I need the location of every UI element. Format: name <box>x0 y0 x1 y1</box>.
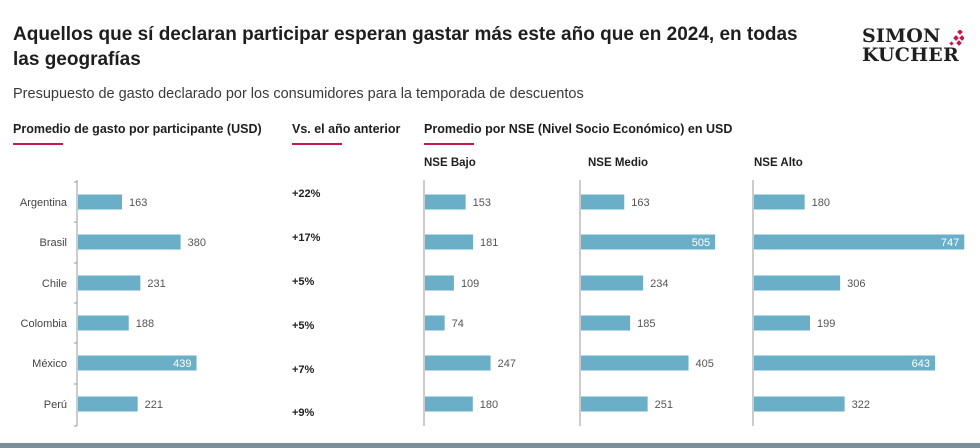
nse-heading-alto: NSE Alto <box>754 157 803 169</box>
nse-medio-value-label: 251 <box>655 399 673 411</box>
vs-prev-year-value: +5% <box>292 320 315 332</box>
nse-bajo-value-label: 180 <box>480 399 498 411</box>
avg-spend-bar <box>78 194 123 210</box>
section-underline <box>13 143 63 145</box>
avg-spend-bar <box>78 275 141 291</box>
section-underline <box>292 143 342 145</box>
nse-bajo-bar <box>425 315 445 331</box>
avg-spend-category-label: Argentina <box>20 197 68 209</box>
avg-spend-category-label: Perú <box>44 399 67 411</box>
vs-prev-year-value: +22% <box>292 188 321 200</box>
avg-spend-value-label: 439 <box>173 358 191 370</box>
nse-bajo-bar <box>425 396 473 412</box>
avg-spend-bar <box>78 355 197 371</box>
avg-spend-bar <box>78 234 181 250</box>
avg-spend-category-label: Colombia <box>21 318 68 330</box>
avg-spend-value-label: 380 <box>188 237 206 249</box>
nse-heading-bajo: NSE Bajo <box>424 157 476 169</box>
nse-bajo-value-label: 153 <box>473 197 491 209</box>
vs-prev-year-value: +7% <box>292 364 315 376</box>
avg-spend-bar <box>78 315 129 331</box>
nse-medio-value-label: 185 <box>637 318 655 330</box>
page-subtitle: Presupuesto de gasto declarado por los c… <box>13 86 584 102</box>
section-heading-by-nse: Promedio por NSE (Nivel Socio Económico)… <box>424 122 733 136</box>
nse-medio-bar <box>581 355 689 371</box>
nse-alto-bar <box>754 315 811 331</box>
logo-line-2: KUCHER <box>862 44 959 66</box>
simon-kucher-logo: SIMON KUCHER <box>862 25 964 66</box>
section-underline <box>424 143 474 145</box>
nse-bajo-bar <box>425 355 491 371</box>
vs-prev-year-value: +5% <box>292 276 315 288</box>
nse-alto-value-label: 199 <box>817 318 835 330</box>
nse-bajo-value-label: 109 <box>461 278 479 290</box>
nse-bajo-value-label: 74 <box>452 318 464 330</box>
nse-medio-value-label: 405 <box>696 358 714 370</box>
vs-prev-year-value: +17% <box>292 232 321 244</box>
logo-line-1: SIMON <box>862 25 941 47</box>
nse-alto-bar <box>754 275 841 291</box>
nse-alto-value-label: 643 <box>912 358 930 370</box>
nse-medio-bar <box>581 194 625 210</box>
avg-spend-category-label: Chile <box>42 278 67 290</box>
nse-alto-bar <box>754 194 805 210</box>
nse-alto-value-label: 322 <box>852 399 870 411</box>
section-heading-avg-spend: Promedio de gasto por participante (USD) <box>13 122 262 136</box>
avg-spend-value-label: 188 <box>136 318 154 330</box>
nse-bajo-value-label: 181 <box>480 237 498 249</box>
nse-heading-medio: NSE Medio <box>588 157 649 169</box>
nse-bajo-bar <box>425 275 454 291</box>
avg-spend-bar <box>78 396 138 412</box>
nse-bajo-bar <box>425 234 474 250</box>
avg-spend-value-label: 231 <box>147 278 165 290</box>
avg-spend-value-label: 221 <box>145 399 163 411</box>
nse-medio-bar <box>581 275 644 291</box>
nse-medio-bar <box>581 234 716 250</box>
footer-bar <box>0 443 980 448</box>
logo-dots-icon <box>949 30 964 46</box>
nse-alto-value-label: 306 <box>847 278 865 290</box>
nse-medio-value-label: 505 <box>692 237 710 249</box>
nse-alto-bar <box>754 234 965 250</box>
nse-alto-value-label: 747 <box>941 237 959 249</box>
nse-medio-value-label: 163 <box>631 197 649 209</box>
nse-medio-bar <box>581 315 631 331</box>
nse-medio-value-label: 234 <box>650 278 668 290</box>
vs-prev-year-value: +9% <box>292 407 315 419</box>
avg-spend-category-label: México <box>32 358 67 370</box>
nse-alto-value-label: 180 <box>812 197 830 209</box>
page-title: Aquellos que sí declaran participar espe… <box>13 24 798 70</box>
nse-medio-bar <box>581 396 648 412</box>
nse-bajo-value-label: 247 <box>498 358 516 370</box>
nse-bajo-bar <box>425 194 466 210</box>
section-heading-vs-prev-year: Vs. el año anterior <box>292 122 401 136</box>
avg-spend-value-label: 163 <box>129 197 147 209</box>
nse-alto-bar <box>754 396 845 412</box>
nse-alto-bar <box>754 355 936 371</box>
avg-spend-category-label: Brasil <box>39 237 67 249</box>
